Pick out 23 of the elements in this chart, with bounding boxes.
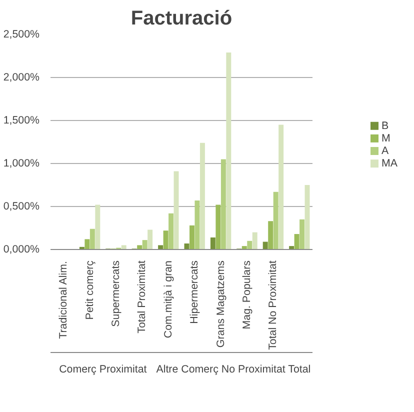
- text: Comerç Proximitat: [59, 364, 147, 376]
- x-tick-label: Supermercats: [110, 260, 122, 327]
- x-tick-label: Tradicional Alim.: [58, 261, 70, 339]
- x-tick-label: Hipermercats: [188, 260, 201, 324]
- x-tick-label: Total No Proximitat: [267, 260, 280, 350]
- x-tick-label: Grans Magatzems: [214, 260, 227, 348]
- y-tick-label: 2,000%: [3, 72, 40, 84]
- x-tick-label: Petit comerç: [84, 260, 96, 320]
- x-tick-label: Total Proximitat: [136, 260, 148, 334]
- text: Altre Comerç No Proximitat: [156, 364, 286, 376]
- y-tick-label: 1,000%: [3, 158, 40, 170]
- y-tick-label: 1,500%: [3, 114, 40, 126]
- y-tick-label: 0,000%: [3, 244, 40, 256]
- chart-title: Facturació: [130, 8, 232, 30]
- legend-label: B: [382, 120, 389, 132]
- legend-label: M: [382, 132, 390, 144]
- y-tick-label: 0,500%: [3, 200, 40, 212]
- y-tick-label: 2,500%: [3, 28, 40, 40]
- x-tick-label: Com.mitjà i gran: [162, 260, 174, 338]
- legend-label: MA: [382, 158, 398, 170]
- legend-label: A: [382, 144, 390, 157]
- text: Total: [288, 364, 311, 376]
- x-tick-label: Mag. Populars: [241, 260, 253, 330]
